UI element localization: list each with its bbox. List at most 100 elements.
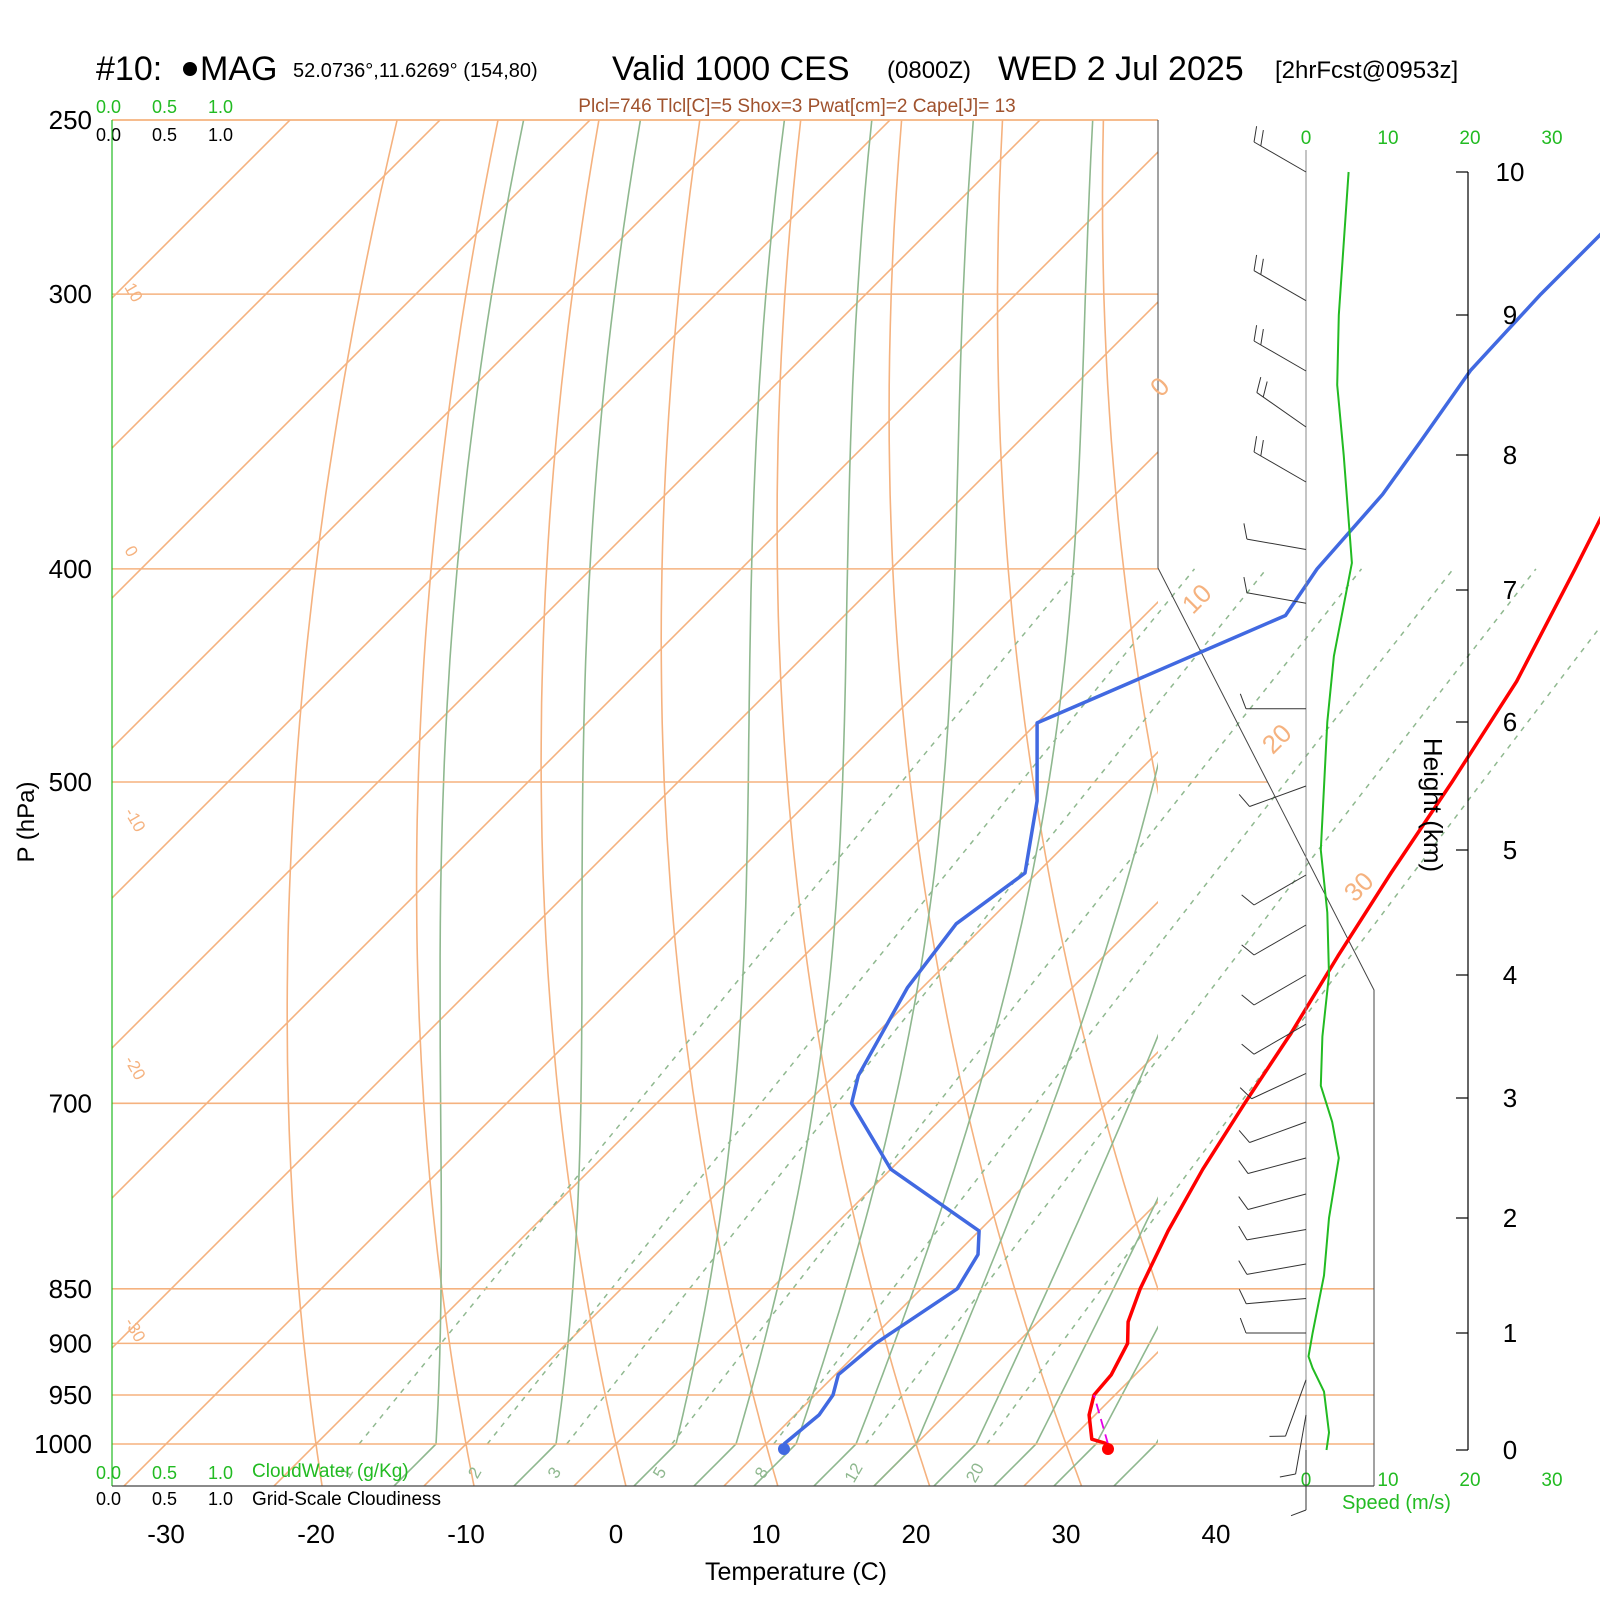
pressure-tick-label: 700 <box>49 1088 92 1118</box>
wind-barb-staff <box>1253 874 1307 906</box>
wind-barb <box>1238 1225 1307 1241</box>
pressure-tick-label: 1000 <box>34 1429 92 1459</box>
isotherm-label-left: -30 <box>121 1315 150 1346</box>
mixing-ratio-label: 12 <box>841 1460 867 1486</box>
sounding-indices: Plcl=746 Tlcl[C]=5 Shox=3 Pwat[cm]=2 Cap… <box>578 96 1015 117</box>
surface-dewpoint-point <box>778 1443 790 1455</box>
isotherm--70 <box>112 120 892 900</box>
wind-barb <box>1238 1193 1307 1211</box>
wind-barb <box>1238 1121 1307 1143</box>
y-axis-title: P (hPa) <box>13 782 40 863</box>
bottom-cloud-scale: 0.0 0.5 1.0 CloudWater (g/Kg) 0.0 0.5 1.… <box>96 1461 441 1510</box>
height-tick-label: 10 <box>1496 157 1525 187</box>
plot-frame <box>111 119 1375 1487</box>
wind-barb-staff <box>1253 924 1307 956</box>
isotherm-label-left: 10 <box>121 280 147 306</box>
wind-barb-feather <box>1239 1087 1252 1100</box>
isotherm--100 <box>112 120 442 450</box>
height-tick-label: 2 <box>1503 1203 1517 1233</box>
wind-barb-staff <box>1247 1157 1307 1175</box>
mixing-ratio-5 <box>671 568 1363 1445</box>
wind-barb-feather <box>1256 376 1262 393</box>
isotherm-label-left: -20 <box>121 1053 150 1084</box>
wind-barb-feather <box>1241 994 1255 1006</box>
moist-adiabat-24 <box>932 1033 1158 1486</box>
surface-temperature-point <box>1102 1443 1114 1455</box>
dry-adiabat-90 <box>1504 81 1600 1491</box>
moist-adiabat-36 <box>1112 1438 1158 1486</box>
wind-barb-feather <box>1279 1473 1296 1478</box>
speed-tick-bottom: 30 <box>1541 1470 1562 1491</box>
moist-adiabat-32 <box>1052 1325 1158 1486</box>
wind-barb <box>1241 1023 1307 1055</box>
height-tick-label: 5 <box>1503 835 1517 865</box>
speed-tick-top: 20 <box>1459 128 1480 149</box>
speed-axis-title: Speed (m/s) <box>1342 1492 1451 1514</box>
wind-panel: 0 0 10 10 20 20 30 30 <box>1238 126 1563 1517</box>
wind-barb-staff <box>1246 1229 1307 1241</box>
wind-barb-feather <box>1260 130 1264 146</box>
station-dot-icon <box>183 62 197 76</box>
wind-barb-feather <box>1238 794 1250 807</box>
mixing-ratio-8 <box>773 568 1454 1445</box>
wind-barb-feather <box>1239 1317 1247 1334</box>
pressure-tick-label: 850 <box>49 1274 92 1304</box>
wind-barb <box>1253 126 1307 173</box>
isotherm-label-left: 0 <box>121 543 142 561</box>
wind-barb <box>1238 1289 1307 1305</box>
isotherm--10 <box>422 750 1158 1486</box>
moist-adiabat-16 <box>812 120 1094 1486</box>
bottom-green-tick-1: 0.5 <box>152 1463 177 1483</box>
top-cloud-scale: 0.0 0.5 1.0 0.0 0.5 1.0 <box>96 97 233 145</box>
wind-barb-staff <box>1246 538 1307 550</box>
wind-barb-feather <box>1260 329 1264 345</box>
wind-barb <box>1256 376 1307 428</box>
height-tick-label: 7 <box>1503 575 1517 605</box>
speed-tick-top: 30 <box>1541 128 1562 149</box>
station-name: MAG <box>200 50 277 88</box>
isotherm-30 <box>1022 1350 1158 1486</box>
wind-barb-feather <box>1238 1196 1249 1210</box>
temperature-tick-label: 40 <box>1202 1519 1231 1549</box>
x-axis-title: Temperature (C) <box>705 1558 887 1586</box>
isotherm-60 <box>1469 0 1600 1491</box>
isotherm-label-left: -10 <box>121 805 150 836</box>
dry-adiabat--10 <box>415 120 499 1486</box>
mixing-ratio-3 <box>566 568 1268 1445</box>
isotherm--50 <box>112 150 1158 1200</box>
wind-barb-feather <box>1238 1225 1248 1241</box>
dry-adiabat-40 <box>996 120 1158 1292</box>
wind-barb-feather <box>1253 126 1258 143</box>
wind-barb <box>1241 974 1307 1006</box>
axes: -30-20-100100102030250300400500700850900… <box>34 105 1524 1549</box>
isotherm--80 <box>112 120 742 750</box>
dry-adiabat-50 <box>1101 120 1158 795</box>
forecast-label: [2hrFcst@0953z] <box>1275 57 1458 84</box>
dry-adiabat--20 <box>286 120 398 1486</box>
wind-barb-staff <box>1247 1193 1307 1211</box>
cloudwater-label: CloudWater (g/Kg) <box>252 1461 409 1482</box>
pressure-tick-label: 400 <box>49 554 92 584</box>
speed-tick-top: 10 <box>1377 128 1398 149</box>
wind-barb-staff <box>1249 1121 1307 1143</box>
wind-barb <box>1279 1414 1307 1478</box>
isotherm-10 <box>722 1050 1158 1486</box>
moist-adiabat-4 <box>632 120 786 1486</box>
pressure-tick-label: 300 <box>49 279 92 309</box>
wind-barb-feather <box>1253 436 1258 453</box>
wind-barb <box>1253 254 1307 302</box>
isotherm-50 <box>1319 0 1600 1491</box>
valid-time: Valid 1000 CES <box>612 50 850 88</box>
isotherm-label-right: 20 <box>1256 718 1298 760</box>
top-green-tick-1: 0.5 <box>152 97 177 117</box>
top-green-tick-0: 0.0 <box>96 97 121 117</box>
bottom-black-tick-2: 1.0 <box>208 1489 233 1509</box>
temperature-tick-label: 20 <box>902 1519 931 1549</box>
wind-barb-staff <box>1256 392 1307 428</box>
mixing-ratio-label: 8 <box>751 1464 772 1482</box>
wind-barb <box>1243 576 1307 604</box>
pressure-tick-label: 250 <box>49 105 92 135</box>
top-black-tick-2: 1.0 <box>208 125 233 145</box>
